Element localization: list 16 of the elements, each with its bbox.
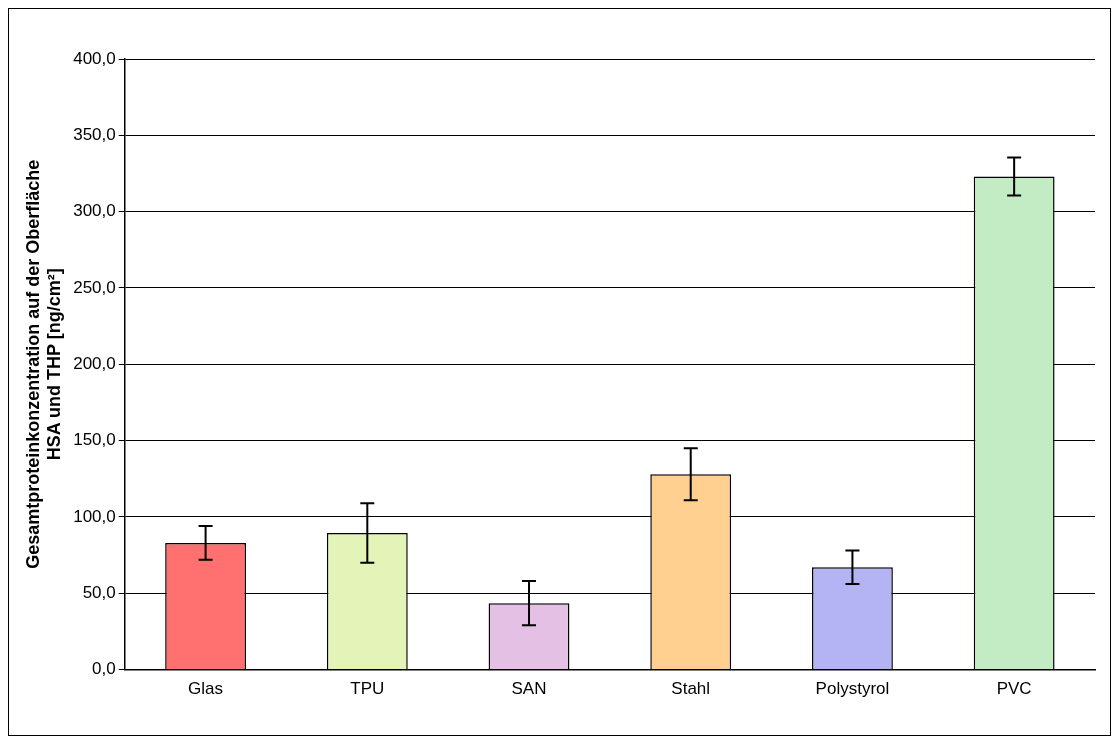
y-tick-label: 200,0 <box>73 353 116 373</box>
y-tick-label: 0,0 <box>92 659 116 679</box>
x-tick-label: Stahl <box>671 679 711 699</box>
y-tick-label: 400,0 <box>73 48 116 68</box>
y-tick-label: 250,0 <box>73 277 116 297</box>
y-tick-label: 350,0 <box>73 125 116 145</box>
y-tick-label: 150,0 <box>73 430 116 450</box>
x-tick-label: Polystyrol <box>815 679 890 699</box>
x-tick-label: TPU <box>350 679 385 699</box>
x-tick-label: SAN <box>511 679 547 699</box>
x-tick-label: Glas <box>188 679 224 699</box>
y-axis-title: Gesamtproteinkonzentration auf der Oberfläche HSA und THP [ng/cm²] <box>22 159 65 569</box>
x-tick-label: PVC <box>996 679 1032 699</box>
y-tick-label: 300,0 <box>73 201 116 221</box>
y-tick-label: 50,0 <box>82 582 116 602</box>
y-tick-label: 100,0 <box>73 506 116 526</box>
